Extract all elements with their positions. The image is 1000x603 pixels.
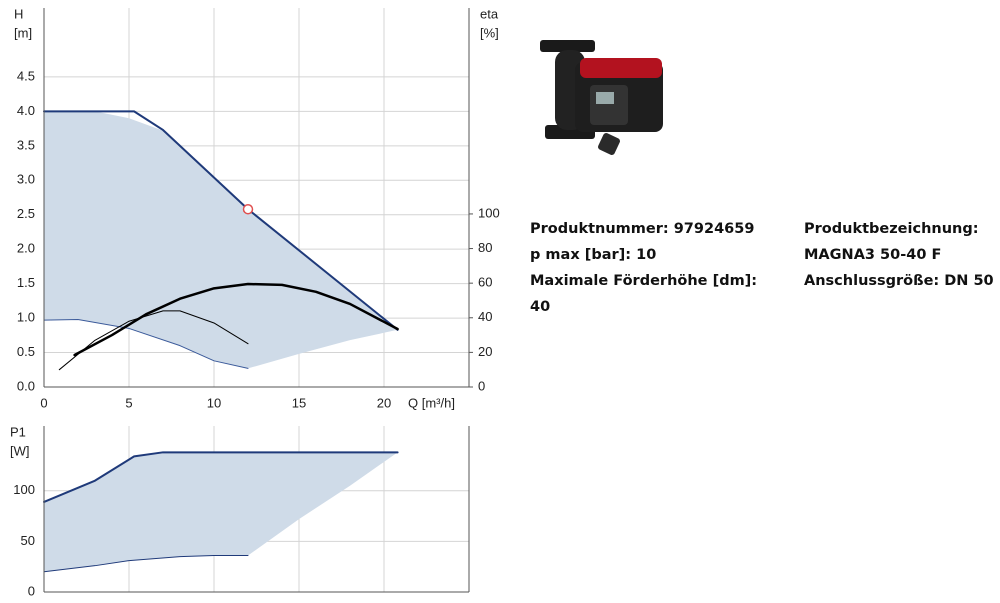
product-line: Maximale Förderhöhe [dm]: 40 xyxy=(530,273,758,315)
y-tick-label: 100 xyxy=(13,482,35,497)
product-right: Produktbezeichnung: MAGNA3 50-40 F Anschlu… xyxy=(804,216,994,294)
product-line: Produktbezeichnung: xyxy=(804,221,979,237)
y-tick-label: 0 xyxy=(28,583,35,598)
plot: 0 50 100 P1 [W] xyxy=(10,424,470,598)
y-tick-label: 50 xyxy=(21,533,35,548)
y2-tick-label: 80 xyxy=(478,240,492,255)
y-tick-label: 4.5 xyxy=(17,68,35,83)
product-left: Produktnummer: 97924659 p max [bar]: 10 Ma… xyxy=(530,216,780,320)
y2-tick-label: 100 xyxy=(478,205,500,220)
area xyxy=(44,452,398,572)
y-tick-label: 1.5 xyxy=(17,275,35,290)
y2-tick-label: 40 xyxy=(478,309,492,324)
y2-axis-label: [%] xyxy=(480,25,499,40)
y-tick-label: 2.0 xyxy=(17,241,35,256)
x-tick-label: 10 xyxy=(207,395,221,410)
y2-tick-label: 20 xyxy=(478,344,492,359)
y2-tick-label: 0 xyxy=(478,378,485,393)
curve xyxy=(43,451,399,503)
product-line: p max [bar]: 10 xyxy=(530,247,657,263)
y-axis-label: [m] xyxy=(14,25,32,40)
area xyxy=(44,111,398,369)
y2-tick-label: 60 xyxy=(478,275,492,290)
y-tick-label: 3.5 xyxy=(17,137,35,152)
curve xyxy=(43,110,399,331)
x-tick-label: 15 xyxy=(292,395,306,410)
y-tick-label: 1.0 xyxy=(17,310,35,325)
x-axis-label: Q [m³/h] xyxy=(408,395,455,410)
operating-point xyxy=(242,203,254,215)
x-tick-label: 20 xyxy=(377,395,391,410)
pump-image xyxy=(540,40,663,155)
y-tick-label: 4.0 xyxy=(17,103,35,118)
product-line: MAGNA3 50-40 F xyxy=(804,247,942,263)
y-axis-label: H xyxy=(14,6,23,21)
y2-axis-label: eta xyxy=(480,6,499,21)
y-tick-label: 0.5 xyxy=(17,344,35,359)
curve xyxy=(43,318,249,369)
x-tick-label: 5 xyxy=(125,395,132,410)
curve xyxy=(43,555,249,573)
y-tick-label: 2.5 xyxy=(17,206,35,221)
y-tick-label: 0.0 xyxy=(17,378,35,393)
plot: 0.0 0.5 1.0 1.5 2.0 2.5 3.0 3.5 4.0 4.5 0 20 40 60 80 1… xyxy=(14,6,500,410)
y-axis-label: P1 xyxy=(10,424,26,439)
y-tick-label: 3.0 xyxy=(17,172,35,187)
y-axis-label: [W] xyxy=(10,443,30,458)
product-line: Produktnummer: 97924659 xyxy=(530,221,755,237)
x-tick-label: 0 xyxy=(40,395,47,410)
product-line: Anschlussgröße: DN 50 xyxy=(804,273,994,289)
curve xyxy=(58,310,249,371)
curve xyxy=(73,282,399,357)
